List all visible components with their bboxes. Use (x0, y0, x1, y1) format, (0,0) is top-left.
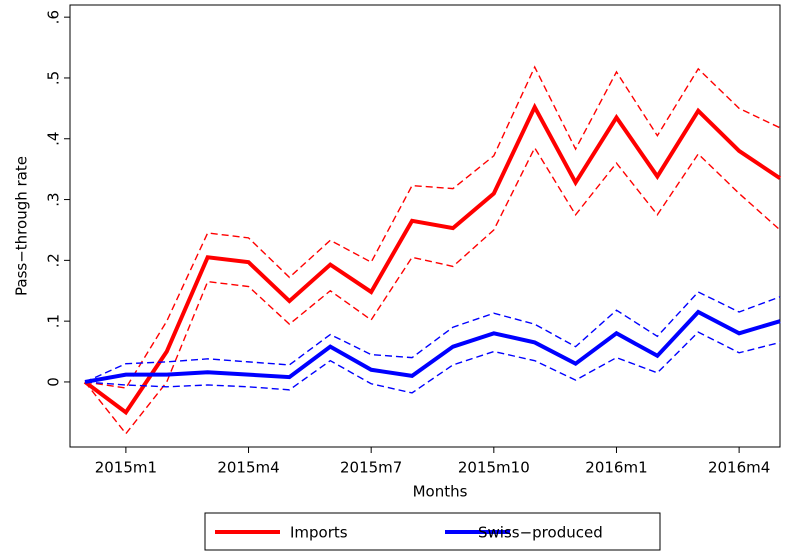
x-tick-label: 2015m7 (340, 459, 402, 477)
x-tick-label: 2015m1 (95, 459, 157, 477)
ci-upper (84, 65, 781, 389)
series-line (84, 309, 781, 384)
legend-label: Imports (290, 524, 348, 542)
y-tick-label: .2 (45, 253, 63, 267)
legend-box (204, 512, 661, 551)
legend-label: Swiss−produced (478, 524, 603, 542)
y-tick-label: .1 (45, 314, 63, 328)
y-tick-label: .3 (45, 192, 63, 206)
ci-lower (84, 331, 781, 394)
y-tick-label: .6 (45, 10, 63, 24)
y-tick-label: .4 (45, 132, 63, 146)
plot-frame (69, 4, 781, 448)
x-axis-label: Months (413, 483, 468, 501)
x-tick-label: 2015m10 (458, 459, 530, 477)
ci-upper (84, 291, 781, 383)
y-tick-label: 0 (45, 377, 63, 387)
x-tick-label: 2016m4 (708, 459, 770, 477)
y-tick-label: .5 (45, 71, 63, 85)
x-tick-label: 2015m4 (217, 459, 279, 477)
series-line (83, 102, 782, 416)
y-axis-label: Pass−through rate (13, 156, 31, 296)
ci-lower (84, 146, 781, 435)
x-tick-label: 2016m1 (585, 459, 647, 477)
